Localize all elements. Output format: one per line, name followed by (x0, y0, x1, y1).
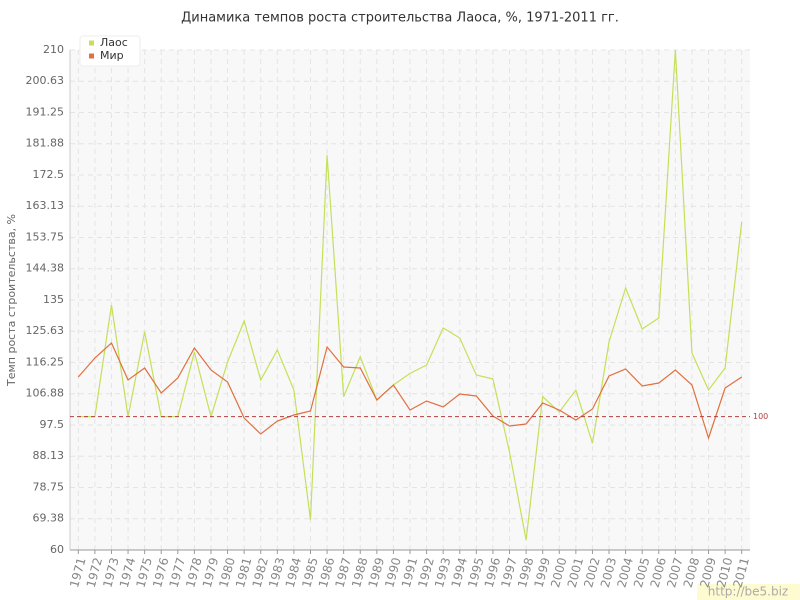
y-tick-label: 153.75 (26, 231, 65, 244)
series-line (78, 49, 743, 541)
y-tick-label: 88.13 (33, 449, 65, 462)
y-tick-label: 78.75 (33, 481, 65, 494)
y-tick-label: 125.63 (26, 324, 65, 337)
reference-label: 100 (753, 412, 768, 421)
y-tick-label: 69.38 (33, 512, 65, 525)
y-tick-label: 106.88 (26, 387, 65, 400)
y-axis-label: Темп роста строительства, % (5, 214, 18, 387)
y-tick-label: 60 (50, 543, 64, 556)
legend-label: Мир (100, 49, 124, 62)
legend-label: Лаос (100, 36, 128, 49)
watermark-bg (697, 584, 800, 600)
y-tick-label: 116.25 (26, 356, 65, 369)
y-tick-label: 135 (43, 293, 64, 306)
y-tick-label: 191.25 (26, 106, 65, 119)
grid (70, 49, 750, 551)
y-tick-label: 97.5 (40, 418, 65, 431)
legend-swatch (89, 53, 94, 59)
series-line (77, 342, 743, 440)
y-tick-label: 210 (43, 43, 64, 56)
watermark: http://be5.biz (708, 585, 788, 599)
y-tick-label: 200.63 (26, 74, 65, 87)
legend-box (79, 35, 141, 67)
y-tick-label: 181.88 (26, 137, 65, 150)
legend-swatch (89, 40, 94, 46)
y-tick-label: 163.13 (26, 199, 65, 212)
series (77, 49, 743, 541)
y-tick-label: 172.5 (33, 168, 65, 181)
chart-title: Динамика темпов роста строительства Лаос… (181, 11, 619, 26)
y-tick-label: 144.38 (26, 262, 65, 275)
